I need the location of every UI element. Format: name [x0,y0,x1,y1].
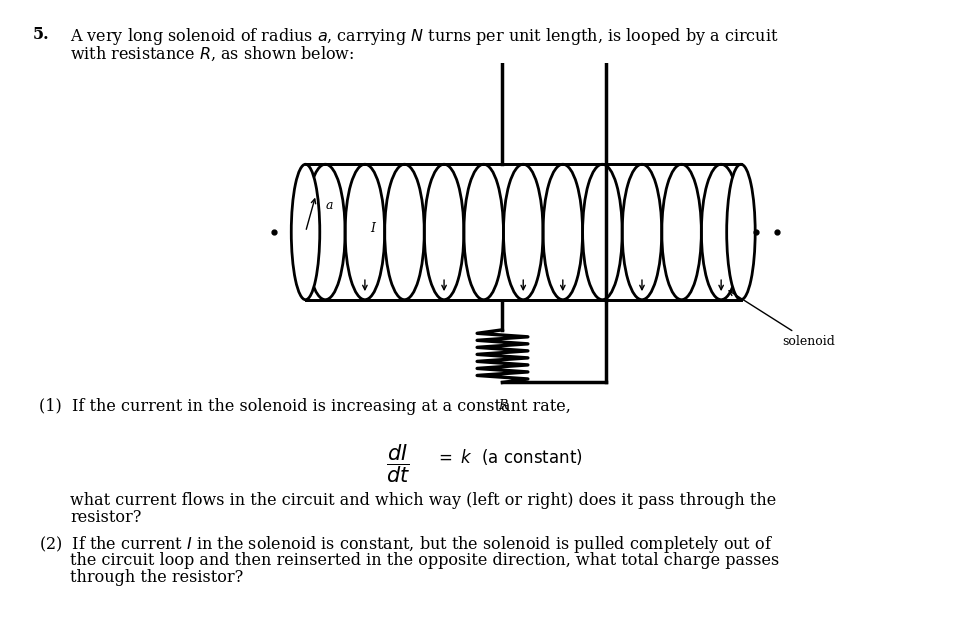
Bar [383,232,386,296]
Bar [462,232,465,296]
Bar [343,232,346,296]
Text: the circuit loop and then reinserted in the opposite direction, what total charg: the circuit loop and then reinserted in … [70,552,779,569]
Text: 5.: 5. [32,26,49,43]
Bar [659,232,662,296]
Text: what current flows in the circuit and which way (left or right) does it pass thr: what current flows in the circuit and wh… [70,492,776,509]
Text: (1)  If the current in the solenoid is increasing at a constant rate,: (1) If the current in the solenoid is in… [39,398,571,415]
Ellipse shape [726,164,754,300]
Text: I: I [370,222,375,234]
Bar [580,232,583,296]
Text: R: R [497,399,507,411]
Bar [422,232,425,296]
Text: solenoid: solenoid [728,291,834,348]
Bar [541,232,544,296]
Text: a: a [324,199,332,212]
Text: $= \ k \ \ \mathrm{(a\ constant)}$: $= \ k \ \ \mathrm{(a\ constant)}$ [435,447,582,467]
FancyBboxPatch shape [305,164,741,300]
Text: $\dfrac{dI}{dt}$: $\dfrac{dI}{dt}$ [386,442,410,485]
Bar [501,232,504,296]
Text: circuit: circuit [0,626,1,627]
Bar [620,232,623,296]
Text: resistor?: resistor? [70,509,142,526]
Text: with resistance $R$, as shown below:: with resistance $R$, as shown below: [70,45,355,63]
Bar [700,232,702,296]
Text: through the resistor?: through the resistor? [70,569,243,586]
Ellipse shape [291,164,319,300]
Text: (2)  If the current $I$ in the solenoid is constant, but the solenoid is pulled : (2) If the current $I$ in the solenoid i… [39,534,773,555]
Text: A very long solenoid of radius $a$, carrying $N$ turns per unit length, is loope: A very long solenoid of radius $a$, carr… [70,26,779,47]
